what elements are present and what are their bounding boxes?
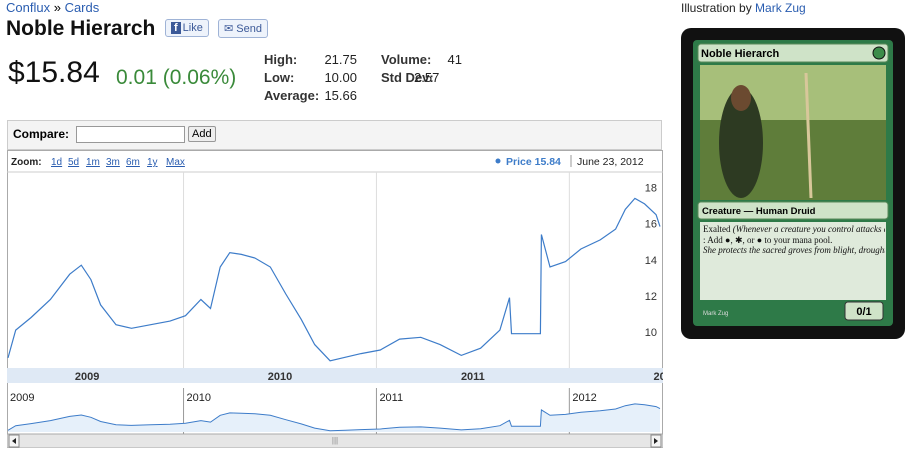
stat-label: High: [264,52,298,67]
page-title: Noble Hierarch [6,17,156,40]
stat-value: 2.57 [414,70,440,85]
legend-name: Price [506,156,532,168]
card-text-box [700,222,886,300]
navigator-tick-label: 2012 [572,392,596,404]
zoom-option[interactable]: 1d [51,157,62,168]
legend-marker [495,158,501,164]
x-tick-label: 2009 [75,371,99,383]
chart: Zoom: ||| 1d 5d 1m 3m 6m 1y Max Price 15.84 June… [7,150,663,448]
scroll-left-arrow [12,438,16,444]
card-type: Creature — Human Druid [702,206,816,217]
like-button[interactable]: f Like [165,19,209,37]
card-name-bar [697,43,889,63]
zoom-option[interactable]: 3m [106,157,120,168]
breadcrumb-link[interactable]: Cards [64,0,100,15]
card-art-head [731,85,751,111]
card-keyword: Exalted [703,224,731,234]
card-art-figure [719,88,763,198]
card-name: Noble Hierarch [701,48,780,60]
card-pt: 0/1 [856,306,871,318]
zoom-option[interactable]: 5d [68,157,79,168]
price-change: 0.01 (0.06%) [116,66,237,89]
card-image: Noble Hierarch Creature — Human Druid Ex… [681,28,905,339]
navigator-line [7,403,661,432]
breadcrumb-link[interactable]: Conflux [6,0,51,15]
stat-value: 15.66 [324,88,357,103]
card-art-staff [804,72,813,199]
y-tick-label: 18 [645,183,657,195]
y-tick-label: 14 [645,255,657,267]
card-reminder: (Whenever a creature you control attacks… [732,224,885,234]
card-ability: : Add ●, ✱, or ● to your mana pool. [703,234,833,245]
stat-value: 41 [447,52,462,67]
compare-bar: Compare: Add [7,120,662,150]
price-line [7,197,661,362]
zoom-option[interactable]: 6m [126,157,140,168]
compare-button[interactable]: Add [188,126,216,142]
legend-value: 15.84 [535,156,561,168]
navigator-tick-label: 2011 [379,392,403,404]
stat-value: 10.00 [324,70,357,85]
navigator-tick-label: 2010 [187,392,211,404]
y-tick-label: 12 [645,291,657,303]
send-label: Send [236,23,262,35]
compare-input[interactable] [76,126,185,143]
stat-label: Std Dev: [381,70,434,85]
legend-date: June 23, 2012 [577,156,644,168]
compare-label: Compare: [13,127,70,141]
scroll-grip: ||| [332,436,338,445]
illustration-credit: Illustration by Mark Zug [681,1,806,15]
x-tick-label: 2012 [654,371,663,383]
price: $15.84 [8,56,100,89]
stat-label: Volume: [381,52,432,67]
scroll-right-arrow [654,438,658,444]
card-rules: Exalted (Whenever a creature you control… [703,224,885,256]
zoom-option[interactable]: Max [166,157,185,168]
mana-symbol [872,46,886,60]
stat-label: Average: [264,88,320,103]
stat-value: 21.75 [324,52,357,67]
x-axis: 2009 2010 2011 2012 [75,371,663,383]
y-tick-label: 16 [645,219,657,231]
card-artist: Mark Zug [703,311,728,317]
artist-link[interactable]: Mark Zug [755,1,806,15]
year-band [7,368,663,383]
scrollbar[interactable] [7,433,663,448]
navigator-tick-label: 2009 [10,392,34,404]
x-tick-label: 2011 [461,371,485,383]
breadcrumb-sep: » [53,0,61,15]
card-type-bar [697,201,889,220]
y-tick-label: 10 [645,327,657,339]
send-button[interactable]: ✉ Send [218,19,268,38]
navigator-area [8,403,660,432]
zoom-option[interactable]: 1m [86,157,100,168]
illustration-label: Illustration by [681,1,752,15]
legend-entry: Price 15.84 [506,156,561,168]
breadcrumb: Conflux » Cards [6,0,99,15]
card-flavor: She protects the sacred groves from blig… [703,245,885,255]
stat-label: Low: [264,70,295,85]
like-label: Like [182,22,203,34]
card-pt-box [844,301,884,321]
x-tick-label: 2010 [268,371,292,383]
zoom-option[interactable]: 1y [147,157,158,168]
zoom-label: Zoom: [11,157,42,168]
